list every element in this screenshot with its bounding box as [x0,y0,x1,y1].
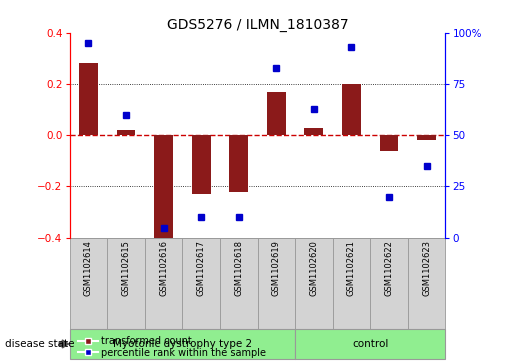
Text: GSM1102623: GSM1102623 [422,241,431,297]
Text: GSM1102617: GSM1102617 [197,241,205,297]
Bar [70,238,107,329]
Bar [154,135,173,243]
Text: control: control [352,339,388,349]
Bar [267,91,286,135]
Bar [116,130,135,135]
Bar [258,238,295,329]
Text: GSM1102621: GSM1102621 [347,241,356,296]
Bar [70,329,295,359]
Bar [107,238,145,329]
Bar [295,329,445,359]
Bar [79,64,98,135]
Text: GSM1102619: GSM1102619 [272,241,281,296]
Title: GDS5276 / ILMN_1810387: GDS5276 / ILMN_1810387 [167,18,348,32]
Text: GSM1102616: GSM1102616 [159,241,168,297]
Bar [182,238,220,329]
Bar [304,127,323,135]
Bar [417,135,436,140]
Text: Myotonic dystrophy type 2: Myotonic dystrophy type 2 [113,339,252,349]
Text: GSM1102618: GSM1102618 [234,241,243,297]
Bar [295,238,333,329]
Text: GSM1102614: GSM1102614 [84,241,93,296]
Text: disease state: disease state [5,339,75,349]
Bar [145,238,182,329]
Bar [370,238,408,329]
Bar [192,135,211,194]
Legend: transformed count, percentile rank within the sample: transformed count, percentile rank withi… [74,332,269,362]
Text: GSM1102622: GSM1102622 [385,241,393,296]
Bar [333,238,370,329]
Bar [408,238,445,329]
Bar [380,135,399,151]
Bar [229,135,248,192]
Bar [220,238,258,329]
Text: GSM1102615: GSM1102615 [122,241,130,296]
Text: GSM1102620: GSM1102620 [310,241,318,296]
Bar [342,84,361,135]
